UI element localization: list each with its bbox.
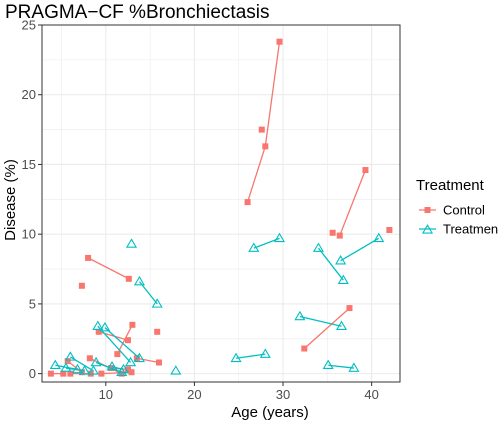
treatment-point (170, 365, 182, 375)
control-point (154, 328, 161, 335)
treatment-point (92, 320, 104, 330)
control-subject-line (303, 307, 350, 350)
control-point (125, 275, 132, 282)
legend-label: Treatment (443, 222, 498, 237)
treatment-point (99, 321, 111, 332)
data-marks (47, 38, 393, 377)
y-tick-label: 15 (22, 157, 36, 172)
control-point (329, 229, 336, 236)
treatment-point (373, 232, 385, 243)
y-axis-title: Disease (%) (2, 159, 19, 241)
control-point (129, 321, 136, 328)
x-tick-label: 10 (99, 387, 113, 402)
control-point (424, 207, 431, 213)
control-point (301, 345, 308, 352)
treatment-point (78, 365, 91, 375)
y-tick-label: 0 (29, 366, 36, 381)
treatment-subject-line (97, 325, 132, 363)
treatment-point (259, 348, 271, 358)
control-point (124, 337, 131, 344)
control-subject-line (339, 169, 367, 236)
control-point (78, 282, 85, 289)
treatment-point (60, 362, 72, 372)
x-axis-title: Age (years) (231, 404, 309, 421)
control-point (114, 351, 121, 358)
control-subject-line (136, 357, 160, 364)
control-point (386, 226, 393, 233)
control-point (124, 366, 131, 373)
control-point (67, 370, 74, 377)
x-tick-label: 40 (364, 387, 378, 402)
control-point (258, 126, 265, 133)
treatment-point (248, 242, 260, 252)
legend-label: Control (443, 203, 485, 218)
control-point (128, 369, 135, 376)
control-point (60, 370, 67, 377)
legend: Treatment Control Treatment (416, 177, 498, 237)
grid-minor (42, 25, 400, 382)
control-point (64, 358, 71, 365)
control-subject-line (87, 257, 130, 280)
treatment-point (90, 356, 102, 367)
y-tick-label: 20 (22, 87, 36, 102)
treatment-point (322, 359, 334, 370)
control-point (244, 199, 251, 206)
treatment-point (230, 352, 242, 363)
treatment-subject-line (235, 353, 266, 359)
treatment-point (312, 242, 325, 252)
y-tick-label: 25 (22, 18, 36, 33)
control-point (47, 370, 54, 377)
x-tick-label: 20 (187, 387, 201, 402)
plot-border (41, 24, 401, 383)
control-point (336, 232, 343, 239)
control-point (262, 143, 269, 150)
treatment-point (294, 310, 306, 321)
treatment-subject-line (340, 237, 380, 262)
treatment-point (335, 320, 348, 330)
control-point (276, 38, 283, 45)
x-axis-ticks: 10 20 30 40 (99, 382, 379, 402)
control-point (155, 359, 162, 366)
treatment-point (337, 274, 349, 284)
control-point (95, 328, 102, 335)
treatment-point (151, 298, 163, 308)
control-point (362, 167, 369, 174)
treatment-point (133, 275, 146, 286)
control-point (86, 355, 93, 362)
chart-title: PRAGMA−CF %Bronchiectasis (5, 2, 270, 23)
treatment-point (335, 254, 347, 265)
treatment-point (125, 238, 138, 248)
treatment-point (273, 232, 286, 243)
y-tick-label: 10 (22, 227, 36, 242)
treatment-subject-line (317, 247, 344, 281)
treatment-point (64, 351, 76, 361)
legend-title: Treatment (416, 177, 485, 194)
treatment-point (49, 359, 61, 370)
x-tick-label: 30 (276, 387, 290, 402)
y-tick-label: 5 (29, 296, 36, 311)
plot-panel (42, 25, 400, 382)
treatment-point (71, 363, 84, 374)
treatment-point (106, 360, 118, 371)
control-point (98, 370, 105, 377)
treatment-subject-line (104, 327, 140, 359)
treatment-point (421, 224, 434, 234)
treatment-point (348, 362, 360, 372)
treatment-point (117, 363, 130, 374)
treatment-subject-line (299, 315, 342, 327)
control-point (118, 370, 125, 377)
y-axis-ticks: 0 5 10 15 20 25 (22, 18, 42, 381)
control-subject-line (116, 324, 133, 355)
control-point (346, 305, 353, 312)
treatment-point (125, 356, 137, 367)
treatment-point (87, 365, 99, 375)
treatment-subject-line (328, 364, 354, 369)
treatment-point (133, 352, 146, 363)
control-point (85, 254, 92, 261)
